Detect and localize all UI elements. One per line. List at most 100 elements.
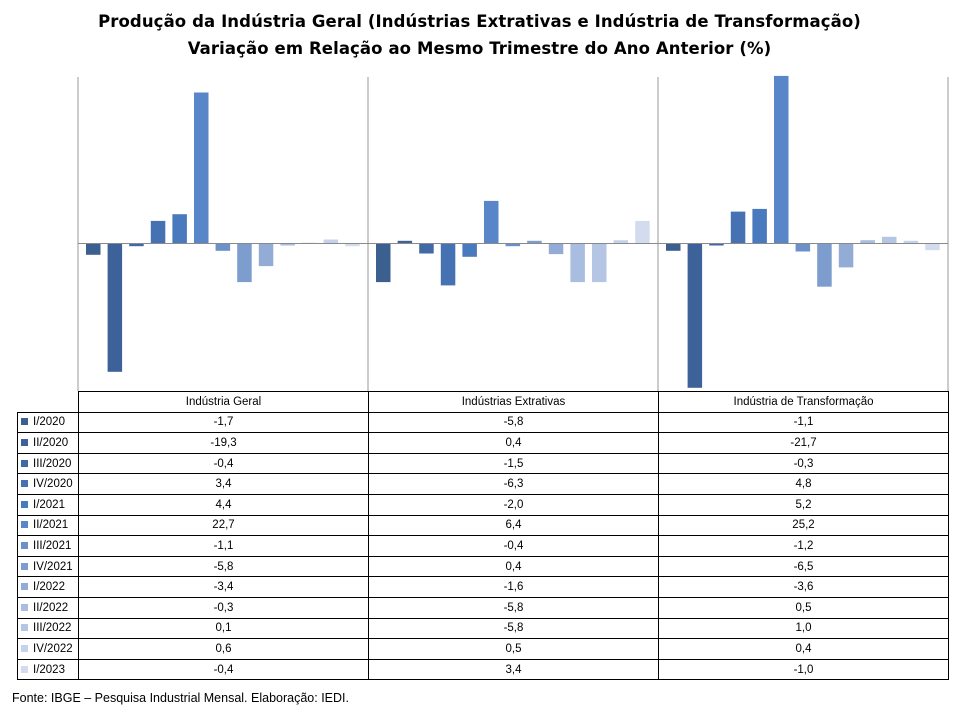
bar bbox=[548, 243, 564, 255]
bar bbox=[376, 243, 391, 283]
data-value: 22,7 bbox=[78, 514, 369, 537]
data-value: 0,1 bbox=[78, 617, 369, 640]
table-header-row: Indústria Geral Indústrias Extrativas Indú… bbox=[17, 391, 949, 413]
legend-swatch bbox=[21, 500, 28, 508]
data-value: -21,7 bbox=[658, 432, 949, 454]
legend-swatch bbox=[21, 603, 28, 611]
bar bbox=[527, 240, 542, 244]
data-value: -1,7 bbox=[78, 411, 369, 434]
legend-swatch bbox=[21, 562, 28, 570]
data-value: 1,0 bbox=[658, 617, 949, 640]
data-value: 4,4 bbox=[78, 493, 369, 516]
table-row: IV/2020 3,4 -6,3 4,8 bbox=[17, 473, 949, 495]
bar bbox=[107, 243, 123, 372]
series-name: III/2021 bbox=[33, 539, 72, 552]
series-name: II/2020 bbox=[33, 436, 69, 449]
bar bbox=[925, 243, 940, 251]
chart-subtitle: Variação em Relação ao Mesmo Trimestre d… bbox=[187, 39, 772, 58]
category-label: Indústria de Transformação bbox=[658, 391, 949, 413]
data-value: -0,3 bbox=[658, 452, 949, 475]
bar-chart bbox=[77, 75, 949, 391]
series-legend-label: I/2022 bbox=[17, 576, 79, 598]
series-legend-label: I/2023 bbox=[17, 658, 79, 681]
source-note: Fonte: IBGE – Pesquisa Industrial Mensal… bbox=[12, 691, 349, 705]
legend-swatch bbox=[21, 459, 28, 467]
table-row: II/2020 -19,3 0,4 -21,7 bbox=[17, 432, 949, 454]
series-name: IV/2022 bbox=[33, 642, 73, 655]
data-value: -5,8 bbox=[368, 617, 659, 640]
bar bbox=[280, 243, 295, 246]
table-row: II/2022 -0,3 -5,8 0,5 bbox=[17, 596, 949, 619]
bar bbox=[86, 243, 101, 255]
series-legend-label: II/2020 bbox=[17, 432, 79, 454]
table-row: I/2021 4,4 -2,0 5,2 bbox=[17, 493, 949, 516]
bar bbox=[419, 243, 434, 254]
bar bbox=[774, 75, 789, 244]
data-value: -2,0 bbox=[368, 493, 659, 516]
bar bbox=[817, 243, 832, 287]
legend-swatch bbox=[21, 644, 28, 652]
bar bbox=[570, 243, 585, 283]
data-value: -0,4 bbox=[78, 658, 369, 681]
series-name: III/2022 bbox=[33, 622, 72, 635]
bar bbox=[258, 243, 274, 267]
bar bbox=[215, 243, 231, 251]
data-value: 0,4 bbox=[368, 555, 659, 578]
legend-swatch bbox=[21, 480, 28, 488]
series-legend-label: III/2020 bbox=[17, 452, 79, 475]
data-value: 0,4 bbox=[368, 432, 659, 454]
table-row: III/2020 -0,4 -1,5 -0,3 bbox=[17, 452, 949, 475]
series-name: IV/2021 bbox=[33, 560, 73, 573]
bar bbox=[752, 208, 767, 244]
data-value: -5,8 bbox=[368, 596, 659, 619]
bar bbox=[666, 243, 681, 251]
data-value: 0,6 bbox=[78, 638, 369, 660]
bar bbox=[687, 243, 703, 388]
data-value: -6,5 bbox=[658, 555, 949, 578]
data-value: -1,6 bbox=[368, 576, 659, 598]
series-name: III/2020 bbox=[33, 457, 72, 470]
data-value: -1,2 bbox=[658, 535, 949, 557]
category-label: Indústria Geral bbox=[78, 391, 369, 413]
series-name: I/2023 bbox=[33, 663, 65, 676]
series-name: II/2022 bbox=[33, 601, 69, 614]
bar bbox=[397, 240, 413, 244]
legend-swatch bbox=[21, 583, 28, 591]
bar bbox=[462, 243, 477, 257]
data-value: -6,3 bbox=[368, 473, 659, 495]
bar bbox=[440, 243, 456, 286]
series-name: IV/2020 bbox=[33, 478, 73, 491]
table-row: III/2022 0,1 -5,8 1,0 bbox=[17, 617, 949, 640]
bar bbox=[730, 211, 746, 244]
series-legend-label: IV/2021 bbox=[17, 555, 79, 578]
table-body: I/2020 -1,7 -5,8 -1,1 II/2020 -19,3 0,4 -21,7 II… bbox=[17, 411, 949, 681]
data-value: -1,5 bbox=[368, 452, 659, 475]
data-value: -1,0 bbox=[658, 658, 949, 681]
bar bbox=[345, 243, 360, 247]
bar bbox=[323, 239, 339, 244]
data-value: 0,5 bbox=[368, 638, 659, 660]
data-value: 3,4 bbox=[368, 658, 659, 681]
data-value: -0,4 bbox=[368, 535, 659, 557]
table-row: IV/2022 0,6 0,5 0,4 bbox=[17, 638, 949, 660]
series-legend-label: I/2020 bbox=[17, 411, 79, 434]
bar bbox=[860, 240, 875, 244]
data-value: -0,3 bbox=[78, 596, 369, 619]
bar bbox=[237, 243, 252, 283]
series-legend-label: II/2021 bbox=[17, 514, 79, 537]
series-legend-label: IV/2020 bbox=[17, 473, 79, 495]
bar bbox=[635, 220, 650, 244]
series-legend-label: IV/2022 bbox=[17, 638, 79, 660]
series-legend-label: I/2021 bbox=[17, 493, 79, 516]
table-corner-cell bbox=[17, 391, 79, 413]
series-name: II/2021 bbox=[33, 519, 69, 532]
data-value: 6,4 bbox=[368, 514, 659, 537]
table-row: I/2023 -0,4 3,4 -1,0 bbox=[17, 658, 949, 681]
data-table: Indústria Geral Indústrias Extrativas Indú… bbox=[17, 391, 949, 681]
data-value: -5,8 bbox=[368, 411, 659, 434]
series-name: I/2021 bbox=[33, 498, 65, 511]
legend-swatch bbox=[21, 438, 28, 446]
data-value: -1,1 bbox=[658, 411, 949, 434]
bar bbox=[505, 243, 521, 247]
data-value: 4,8 bbox=[658, 473, 949, 495]
